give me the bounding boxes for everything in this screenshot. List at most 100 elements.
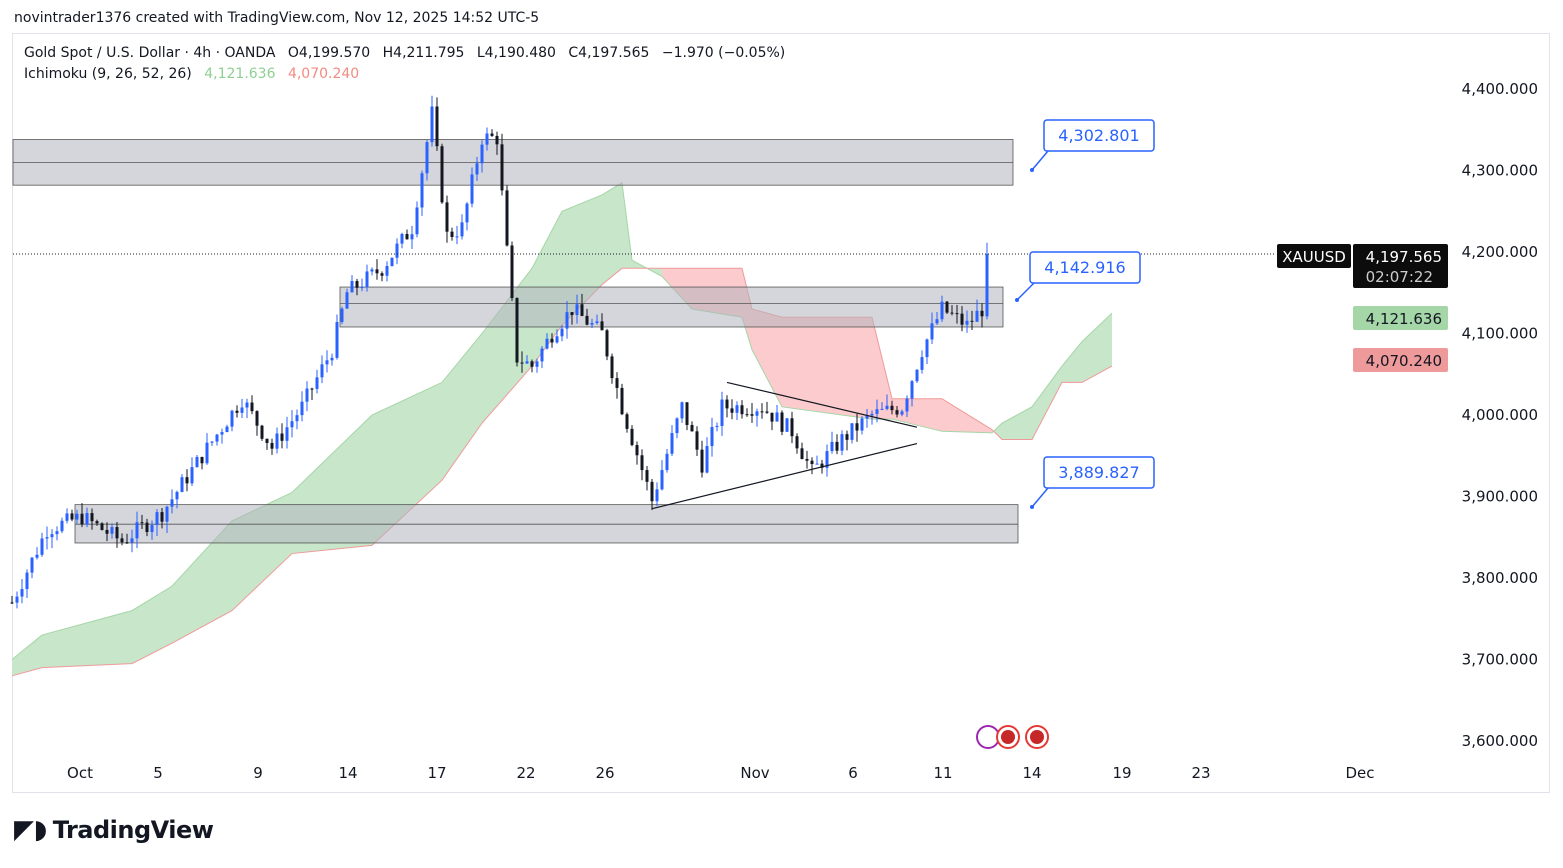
ichimoku-cloud-segment [1082,313,1112,383]
candle-body [180,477,184,492]
candle-body [710,427,714,447]
ichimoku-cloud-segment [42,610,132,668]
brand-name: TradingView [52,816,214,844]
candle-body [445,202,449,232]
candle-body [640,455,644,471]
ichimoku-cloud-segment [752,309,782,407]
candle-body [190,467,194,484]
candle-body [570,312,574,316]
bar-countdown: 02:07:22 [1366,268,1433,286]
x-tick-label: 23 [1191,764,1210,782]
ichimoku-cloud-segment [892,398,942,432]
candle-body [430,106,434,143]
candle-body [410,234,414,240]
y-tick-label: 3,600.000 [1462,732,1538,750]
callout-anchor [1015,298,1019,302]
symbol-legend: Gold Spot / U.S. Dollar · 4h · OANDA O4,… [24,45,785,61]
candle-body [625,414,629,429]
last-price-label: 4,197.565 [1366,248,1442,266]
price-callout[interactable] [1029,251,1141,284]
candle-body [545,338,549,349]
trendline[interactable] [726,381,918,428]
candle-body [815,463,819,465]
candle-body [60,520,64,532]
candle-body [300,401,304,416]
candle-body [940,301,944,320]
chart-frame [12,33,1550,793]
candle-body [320,364,324,378]
candle-body [955,313,959,315]
candle-body [475,163,479,175]
chart-credit: novintrader1376 created with TradingView… [14,10,540,26]
candle-body [620,387,624,415]
candle-body [550,338,554,343]
x-tick-label: Dec [1345,764,1374,782]
candle-body [880,408,884,410]
symbol-title[interactable]: Gold Spot / U.S. Dollar · 4h · OANDA [24,45,276,61]
candle-body [30,557,34,573]
ichimoku-cloud-segment [172,520,232,644]
candle-body [115,527,119,539]
candle-body [900,411,904,415]
candle-body [765,411,769,413]
ichimoku-cloud-segment [1032,366,1062,440]
candle-body [285,427,289,441]
candle-body [895,410,899,415]
high-value: H4,211.795 [382,45,465,61]
indicator-title[interactable]: Ichimoku (9, 26, 52, 26) [24,66,192,82]
candle-body [255,411,259,426]
candle-body [365,271,369,288]
callout-anchor [1030,168,1034,172]
candle-body [460,222,464,237]
candle-body [360,287,364,289]
candle-body [170,499,174,507]
candle-body [970,320,974,322]
candle-body [245,402,249,408]
candle-body [350,281,354,293]
tv-logo-icon: ◤◗ [14,815,47,845]
price-callout-label: 3,889.827 [1058,463,1139,482]
span-b-badge-label: 4,070.240 [1366,352,1442,370]
candle-body [845,434,849,440]
ichimoku-cloud-segment [132,586,172,664]
symbol-badge-label: XAUUSD [1282,248,1346,266]
price-callout-label: 4,142.916 [1044,258,1125,277]
callout-pointer [1031,150,1049,171]
supply-demand-zone[interactable] [74,504,1019,544]
x-tick-label: 19 [1112,764,1131,782]
candle-body [10,602,14,604]
span-a-badge [1353,306,1448,330]
candle-body [375,269,379,274]
ichimoku-cloud-segment [942,398,992,433]
candle-body [35,554,39,558]
candle-body [210,441,214,443]
candle-body [200,456,204,464]
price-callout[interactable] [1043,119,1155,152]
supply-demand-zone[interactable] [339,286,1004,328]
price-callout[interactable] [1043,456,1155,489]
event-icon-fill [1001,730,1015,744]
candle-body [505,190,509,246]
candle-body [655,489,659,502]
event-icon-fill [1030,730,1044,744]
candle-body [385,265,389,276]
y-tick-label: 4,400.000 [1462,80,1538,98]
candle-body [700,449,704,473]
x-tick-label: 9 [253,764,263,782]
candle-body [520,362,524,364]
y-tick-label: 4,100.000 [1462,325,1538,343]
ichimoku-cloud-segment [872,317,892,420]
indicator-legend: Ichimoku (9, 26, 52, 26) 4,121.636 4,070… [24,66,359,82]
candle-body [525,361,529,364]
trendline[interactable] [651,442,918,510]
candle-body [780,412,784,432]
candle-body [230,410,234,427]
candle-body [330,357,334,361]
candle-body [110,527,114,534]
candle-body [805,458,809,461]
tradingview-logo[interactable]: ◤◗ TradingView [14,815,214,845]
candle-body [435,106,439,147]
candle-body [480,144,484,164]
candle-body [585,315,589,325]
